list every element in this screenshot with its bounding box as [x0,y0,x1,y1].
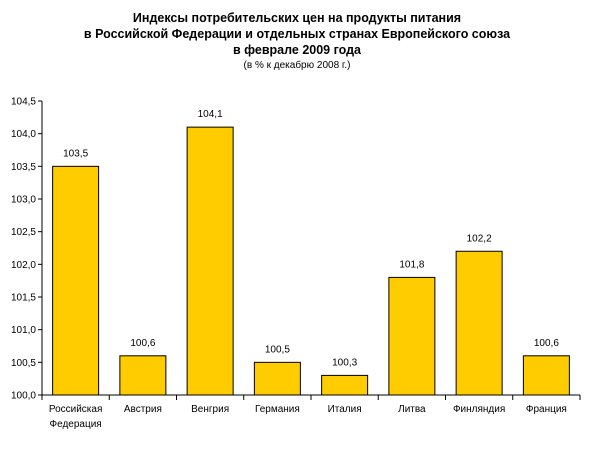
chart-title-line-1: Индексы потребительских цен на продукты … [132,11,462,25]
x-category-label: Финляндия [453,404,505,415]
bar [119,355,167,396]
x-category-label: Российская [49,404,103,415]
bar-value-label: 100,3 [332,357,357,368]
bar [253,361,301,396]
chart-subtitle: (в % к декабрю 2008 г.) [243,60,351,71]
x-category-label: Венгрия [191,404,229,415]
bar-value-label: 102,2 [467,233,492,244]
y-tick-label: 102,0 [11,260,36,271]
bar [52,165,100,396]
bar-value-label: 104,1 [198,109,223,120]
bar [186,126,234,396]
bar [388,276,436,396]
x-category-label: Италия [328,404,362,415]
chart-title-line-3: в феврале 2009 года [232,43,362,57]
x-category-label: Федерация [50,419,102,430]
bar-value-label: 101,8 [399,259,424,270]
bar-value-label: 100,5 [265,344,290,355]
bar [522,355,570,396]
bar-value-label: 100,6 [534,338,559,349]
x-category-label: Франция [526,404,567,415]
y-tick-label: 100,5 [11,358,36,369]
y-tick-label: 102,5 [11,227,36,238]
y-tick-label: 103,0 [11,195,36,206]
x-category-label: Германия [255,404,300,415]
bar [455,250,503,396]
y-tick-label: 104,0 [11,129,36,140]
y-tick-label: 100,0 [11,391,36,402]
bar [321,374,369,396]
chart-title-line-2: в Российской Федерации и отдельных стран… [83,27,511,41]
x-category-label: Литва [398,404,426,415]
bar-value-label: 100,6 [130,338,155,349]
y-tick-label: 101,5 [11,293,36,304]
y-tick-label: 104,5 [11,97,36,108]
x-category-label: Австрия [124,404,162,415]
y-tick-label: 103,5 [11,162,36,173]
y-tick-label: 101,0 [11,325,36,336]
bar-value-label: 103,5 [63,148,88,159]
chart-title-block: Индексы потребительских цен на продукты … [0,10,594,73]
